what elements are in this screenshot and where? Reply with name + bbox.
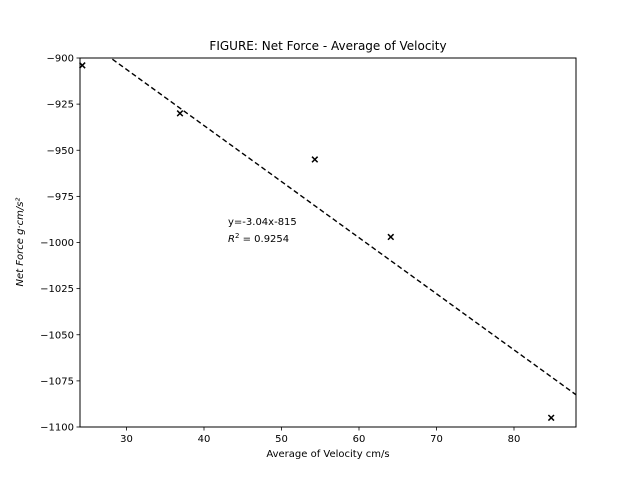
x-tick-label: 40 [198, 434, 211, 445]
r-squared-label: R2 = 0.9254 [228, 232, 289, 245]
fit-equation-label: y=-3.04x-815 [228, 217, 297, 228]
chart-title: FIGURE: Net Force - Average of Velocity [209, 39, 446, 53]
y-tick-label: −1000 [40, 238, 74, 249]
x-tick-label: 80 [508, 434, 521, 445]
fit-line [109, 58, 576, 396]
y-tick-label: −975 [47, 192, 74, 203]
y-axis-ticks: −900 −925 −950 −975 −1000 −1025 −1050 −1075 −110… [40, 54, 80, 434]
x-tick-label: 60 [353, 434, 366, 445]
y-tick-label: −925 [47, 100, 74, 111]
y-tick-label: −1025 [40, 284, 74, 295]
data-point [387, 233, 395, 241]
x-axis-label: Average of Velocity cm/s [266, 449, 389, 460]
x-tick-label: 50 [275, 434, 288, 445]
r-squared-exponent: 2 [235, 232, 239, 240]
r-squared-symbol: R [228, 234, 235, 245]
y-tick-label: −1075 [40, 376, 74, 387]
y-tick-label: −950 [47, 146, 74, 157]
y-tick-label: −1050 [40, 330, 74, 341]
x-axis-ticks: 30 40 50 60 70 80 [120, 427, 520, 445]
data-point [176, 110, 184, 117]
x-tick-label: 70 [430, 434, 443, 445]
data-point [547, 414, 555, 422]
fit-line-layer [109, 58, 576, 396]
y-tick-label: −900 [47, 54, 74, 65]
x-tick-label: 30 [120, 434, 133, 445]
y-axis-label: Net Force g·cm/s² [15, 198, 26, 287]
plot-frame [79, 57, 577, 428]
y-tick-label: −1100 [40, 423, 74, 434]
r-squared-value: = 0.9254 [239, 234, 289, 245]
data-point [311, 156, 319, 163]
